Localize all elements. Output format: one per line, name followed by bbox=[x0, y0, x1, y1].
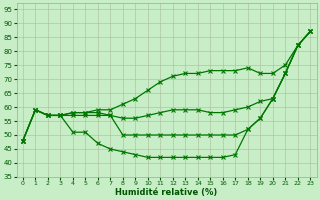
X-axis label: Humidité relative (%): Humidité relative (%) bbox=[116, 188, 218, 197]
